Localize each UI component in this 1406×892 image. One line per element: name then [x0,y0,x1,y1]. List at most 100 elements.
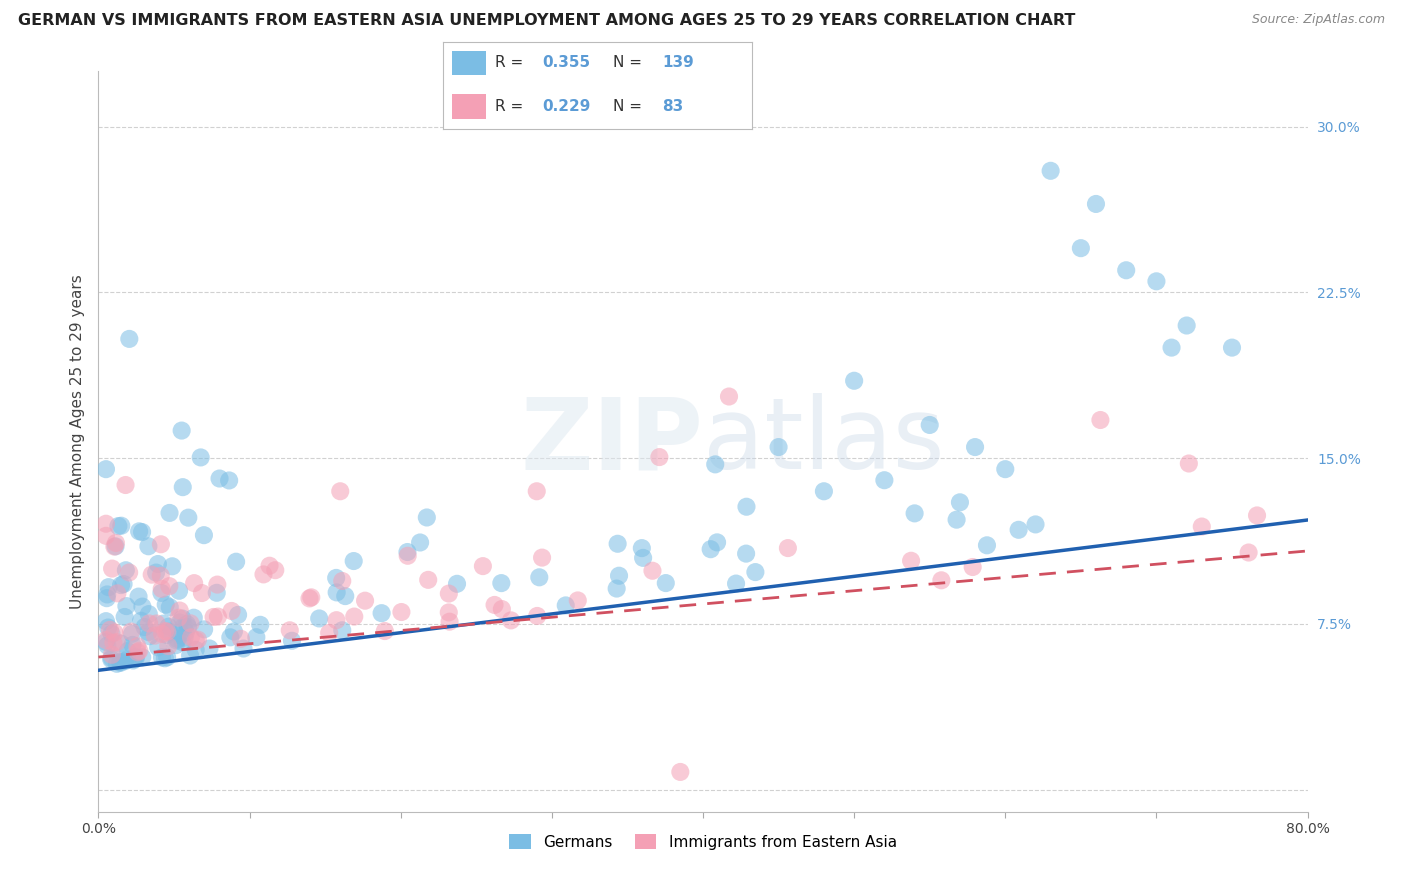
Point [100,652,122,666]
Point [98,623,121,637]
Point [115,563,138,577]
Point [873,473,896,487]
Text: Source: ZipAtlas.com: Source: ZipAtlas.com [1251,13,1385,27]
Point [193,623,215,637]
Point [648,450,671,464]
Point [1246,508,1268,523]
Point [131,524,153,539]
Point [706,535,728,549]
Point [198,641,221,656]
Text: R =: R = [495,99,523,114]
Point [931,574,953,588]
Point [343,609,366,624]
Point [117,652,139,666]
Point [491,602,513,616]
Point [264,563,287,577]
Point [409,535,432,549]
Point [1178,457,1201,471]
Point [150,586,173,600]
Point [138,616,160,631]
Point [97,580,120,594]
Point [172,635,194,649]
Point [107,519,129,533]
Point [141,567,163,582]
Point [207,609,229,624]
Point [374,624,396,638]
Point [94,529,117,543]
Point [166,633,188,648]
Point [115,599,138,613]
Point [114,654,136,668]
Point [226,607,249,622]
Point [471,559,494,574]
Text: 0.229: 0.229 [541,99,591,114]
Point [418,573,440,587]
Point [391,605,413,619]
Point [607,568,630,582]
Point [150,650,173,665]
Point [900,554,922,568]
Point [176,617,198,632]
Point [245,630,267,644]
Point [97,620,120,634]
Point [396,545,419,559]
Point [768,440,790,454]
Point [105,586,128,600]
Point [437,586,460,600]
Point [717,390,740,404]
Point [976,538,998,552]
Y-axis label: Unemployment Among Ages 25 to 29 years: Unemployment Among Ages 25 to 29 years [69,274,84,609]
Point [437,606,460,620]
Point [156,650,179,665]
Point [179,648,201,663]
Point [157,639,180,653]
Point [94,633,117,648]
Point [207,577,229,591]
Point [354,593,377,607]
Point [655,576,678,591]
Point [173,631,195,645]
Point [155,598,177,612]
Point [153,651,176,665]
Point [145,616,167,631]
Point [298,591,321,606]
Point [138,607,160,621]
Point [193,528,215,542]
Point [299,591,322,605]
Text: 83: 83 [662,99,683,114]
Point [159,624,181,639]
Point [526,484,548,499]
Point [484,598,506,612]
Point [118,566,141,580]
Point [162,559,184,574]
Point [606,582,628,596]
Point [343,554,366,568]
Text: R =: R = [495,55,523,70]
Point [844,374,866,388]
Point [103,625,125,640]
Point [94,516,117,531]
Point [124,649,146,664]
Point [218,474,240,488]
Point [128,644,150,658]
Point [567,593,589,607]
Point [110,636,132,650]
Point [134,620,156,634]
Point [190,450,212,465]
Point [184,642,207,657]
Point [101,648,124,662]
Point [100,651,122,665]
Point [138,629,160,643]
Point [173,619,195,633]
Point [121,638,143,652]
Text: 139: 139 [662,55,695,70]
Point [117,644,139,658]
Point [146,640,169,655]
Text: 0.355: 0.355 [541,55,591,70]
Point [735,547,758,561]
Point [699,542,721,557]
Point [125,651,148,665]
Point [252,567,274,582]
Point [945,513,967,527]
Point [121,627,143,641]
